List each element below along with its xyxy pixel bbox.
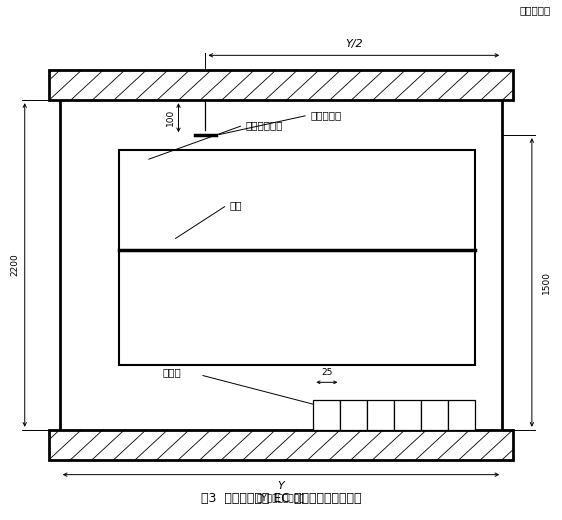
Bar bbox=[314, 400, 341, 430]
Text: （Y为实验室宽度）: （Y为实验室宽度） bbox=[257, 493, 305, 503]
Text: Y/2: Y/2 bbox=[345, 40, 362, 49]
Bar bbox=[395, 400, 422, 430]
Bar bbox=[119, 150, 475, 365]
Bar bbox=[422, 400, 448, 430]
Text: 开放形墙纸架: 开放形墙纸架 bbox=[246, 120, 283, 130]
Bar bbox=[49, 70, 513, 100]
Text: 图3  直立或下垂型 EC 喷头布水试验室布置: 图3 直立或下垂型 EC 喷头布水试验室布置 bbox=[201, 492, 361, 505]
Text: 喷头溅水盘: 喷头溅水盘 bbox=[311, 110, 342, 120]
Text: Y: Y bbox=[278, 480, 284, 491]
Bar bbox=[49, 430, 513, 460]
Text: 1500: 1500 bbox=[542, 271, 551, 294]
Text: 墙纸: 墙纸 bbox=[230, 200, 242, 210]
Text: 25: 25 bbox=[321, 368, 333, 378]
Text: 2200: 2200 bbox=[11, 254, 20, 276]
Bar bbox=[368, 400, 395, 430]
Text: 单位为毫米: 单位为毫米 bbox=[519, 5, 551, 16]
Text: 100: 100 bbox=[166, 109, 175, 126]
Text: 集水盘: 集水盘 bbox=[162, 367, 181, 378]
Bar bbox=[448, 400, 475, 430]
Bar bbox=[341, 400, 368, 430]
